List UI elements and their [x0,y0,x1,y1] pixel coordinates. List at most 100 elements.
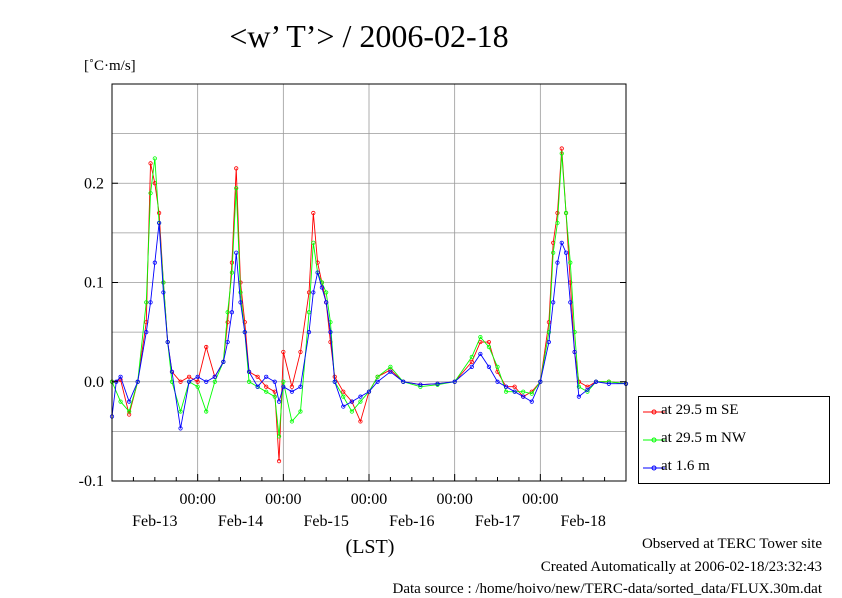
legend-label: at 1.6 m [661,458,710,474]
data-point [324,290,329,295]
data-point [349,409,354,414]
legend-marker-icon [643,437,665,443]
data-point [568,300,573,305]
data-point [234,166,239,171]
data-point [503,384,509,389]
data-point [551,300,556,305]
data-point [127,399,132,404]
data-point [255,384,260,389]
data-point [375,379,380,384]
x-tick-date-label: Feb-18 [561,513,606,530]
grid [112,83,626,482]
data-point [264,384,269,389]
data-point [469,359,474,364]
data-point [521,394,526,399]
data-point [127,409,132,414]
data-point [341,394,346,399]
data-point [358,399,363,404]
data-point [341,389,346,394]
data-point [546,330,552,335]
data-point [418,382,423,387]
data-point [306,330,312,335]
legend-item: at 29.5 m NW [639,430,829,450]
data-point [401,379,406,384]
data-point [157,220,162,226]
data-point [435,381,440,386]
data-point [148,300,153,305]
data-point [281,384,286,389]
x-tick-time-label: 00:00 [265,491,301,508]
y-tick-label: 0.2 [84,175,104,192]
x-tick-time-label: 00:00 [179,491,215,508]
data-point [495,364,500,369]
legend-label: at 29.5 m NW [661,430,746,446]
data-point [118,399,123,404]
data-point [551,250,556,255]
data-point [593,379,599,384]
data-point [311,210,316,216]
data-point [238,290,243,295]
data-point [178,426,183,431]
data-point [298,349,303,355]
data-point [195,379,200,384]
data-point [169,369,175,374]
series-layer [109,146,629,464]
legend-marker-icon [643,465,665,471]
x-tick-date-label: Feb-17 [475,513,520,530]
series-line-1 [111,153,627,437]
data-point [486,339,492,345]
y-tick-label: 0.1 [84,275,104,292]
x-tick-date-label: Feb-15 [304,513,349,530]
data-point [276,399,282,404]
data-point [388,364,393,369]
data-point [495,379,500,384]
data-point [576,394,581,399]
data-point [521,389,526,394]
footer-created: Created Automatically at 2006-02-18/23:3… [540,559,822,575]
x-tick-date-label: Feb-13 [132,513,177,530]
data-point [546,339,552,345]
data-point [212,379,217,384]
data-point [576,384,581,389]
data-point [272,379,277,384]
data-point [135,379,140,384]
data-point [276,434,282,439]
data-point [225,339,230,345]
data-point [452,379,457,384]
data-point [341,404,346,409]
data-point [161,280,166,285]
data-point [469,364,474,369]
footer-observed: Observed at TERC Tower site [641,536,822,552]
data-point [148,161,153,166]
x-tick-date-label: Feb-16 [389,513,434,530]
data-point [311,240,316,245]
data-point [606,381,611,386]
data-point [512,384,517,389]
data-point [529,391,534,396]
data-point [187,374,192,379]
data-point [289,419,294,424]
data-point [229,310,235,315]
data-point [289,384,294,389]
data-point [486,344,492,350]
legend-marker-icon [643,409,665,415]
data-point [375,374,380,379]
data-point [555,260,560,265]
data-point [324,300,329,305]
data-point [572,349,577,355]
data-point [255,374,260,379]
data-point [229,270,235,275]
data-point [152,156,157,161]
data-point [538,379,543,384]
data-point [332,379,337,384]
series-line-2 [111,222,626,429]
x-tick-date-label: Feb-14 [218,513,263,530]
data-point [204,409,209,414]
data-point [585,384,590,389]
data-point [264,374,269,379]
data-point [221,359,226,364]
data-point [281,379,286,384]
data-point [328,330,333,335]
data-point [195,374,200,379]
